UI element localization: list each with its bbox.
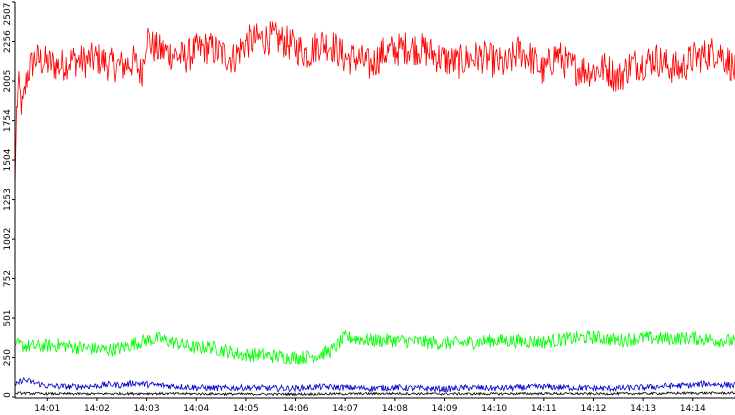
x-tick-label: 14:12 — [581, 404, 607, 414]
y-tick-label: 752 — [3, 270, 13, 287]
y-tick-label: 2256 — [3, 30, 13, 53]
series-line-2 — [14, 329, 735, 366]
y-tick-label: 2507 — [3, 3, 13, 26]
y-tick-label: 1002 — [3, 228, 13, 251]
x-tick-label: 14:11 — [531, 404, 557, 414]
x-tick-label: 14:14 — [680, 404, 706, 414]
x-tick-label: 14:03 — [134, 404, 160, 414]
y-tick-label: 1754 — [3, 109, 13, 132]
x-tick-label: 14:02 — [84, 404, 110, 414]
y-tick-label: 250 — [3, 349, 13, 366]
series-line-4 — [15, 391, 735, 397]
y-tick-label: 501 — [3, 309, 13, 326]
y-tick-label: 1253 — [3, 188, 13, 211]
x-tick-label: 14:04 — [183, 404, 209, 414]
x-tick-label: 14:07 — [332, 404, 358, 414]
x-tick-label: 14:06 — [283, 404, 309, 414]
series-line-3 — [14, 376, 735, 394]
y-tick-label: 2005 — [3, 70, 13, 93]
x-tick-label: 14:13 — [630, 404, 656, 414]
x-tick-label: 14:08 — [382, 404, 408, 414]
x-tick-label: 14:10 — [481, 404, 507, 414]
y-axis: 0 250 501 752 1002 1253 1504 1754 2005 2256 2507 — [3, 1, 16, 398]
x-tick-label: 14:09 — [432, 404, 458, 414]
y-tick-label: 1504 — [3, 148, 13, 171]
series-layer — [14, 21, 735, 397]
x-axis: 14:01 14:02 14:03 14:04 14:05 14:06 14:07 14:08… — [15, 397, 735, 414]
x-tick-label: 14:05 — [233, 404, 259, 414]
series-line-1 — [14, 21, 735, 188]
x-tick-label: 14:01 — [34, 404, 60, 414]
y-tick-label: 0 — [3, 392, 13, 398]
